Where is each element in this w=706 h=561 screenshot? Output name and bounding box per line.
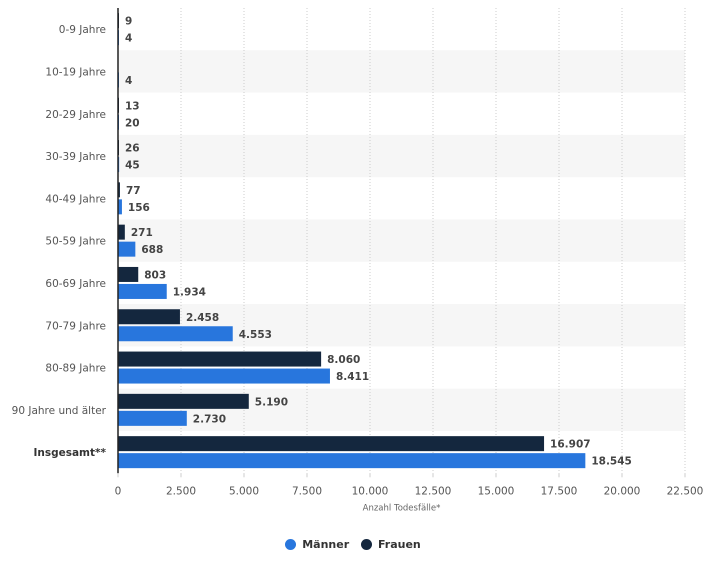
- legend-label-frauen: Frauen: [377, 538, 421, 551]
- value-label: 156: [128, 202, 150, 214]
- x-tick-label: 5.000: [229, 485, 259, 497]
- legend-marker-frauen: [360, 539, 372, 550]
- value-label: 688: [141, 244, 163, 256]
- x-tick-label: 22.500: [667, 485, 704, 497]
- bar-frauen: [118, 224, 125, 240]
- category-label: 80-89 Jahre: [45, 363, 106, 375]
- value-label: 4: [125, 33, 132, 45]
- bar-männer: [118, 326, 233, 342]
- legend-marker-maenner: [285, 539, 297, 550]
- value-label: 271: [131, 227, 153, 239]
- bars: [118, 13, 586, 469]
- value-label: 18.545: [591, 456, 632, 468]
- x-tick-label: 12.500: [415, 485, 452, 497]
- category-label: 0-9 Jahre: [59, 24, 106, 36]
- bar-frauen: [118, 436, 545, 452]
- row-band: [118, 134, 685, 178]
- bar-chart: 0-9 Jahre 10-19 Jahre 20-29 Jahre 30-39 Jah…: [12, 8, 704, 513]
- bar-frauen: [118, 393, 249, 409]
- value-label: 26: [125, 143, 140, 155]
- x-tick-label: 17.500: [541, 485, 578, 497]
- bar-frauen: [118, 266, 139, 282]
- value-labels: 9 4 4 13 20 26 45 77 156 271 688 803 1.934 2.458 4.553…: [125, 16, 632, 468]
- bar-männer: [118, 199, 122, 215]
- value-label: 8.411: [336, 371, 369, 383]
- x-tick-label: 15.000: [478, 485, 515, 497]
- value-label: 803: [144, 269, 166, 281]
- category-label: 30-39 Jahre: [45, 151, 106, 163]
- category-labels: 0-9 Jahre 10-19 Jahre 20-29 Jahre 30-39 Jah…: [12, 24, 107, 459]
- row-band: [118, 50, 685, 93]
- row-bands: [118, 50, 685, 431]
- x-tick-label: 2.500: [166, 485, 196, 497]
- legend-item-frauen[interactable]: Frauen: [360, 538, 421, 551]
- value-label: 77: [126, 185, 141, 197]
- legend-item-maenner[interactable]: Männer: [285, 538, 349, 551]
- legend: Männer Frauen: [0, 538, 706, 553]
- value-label: 4.553: [239, 329, 272, 341]
- value-label: 2.458: [186, 312, 219, 324]
- row-band: [118, 219, 685, 262]
- value-label: 9: [125, 16, 132, 28]
- value-label: 4: [125, 75, 132, 87]
- category-label: 70-79 Jahre: [45, 320, 106, 332]
- value-label: 13: [125, 100, 140, 112]
- bar-frauen: [118, 351, 322, 367]
- bar-männer: [118, 241, 136, 257]
- bar-männer: [118, 283, 167, 299]
- category-label: 40-49 Jahre: [45, 193, 106, 205]
- category-label: 60-69 Jahre: [45, 278, 106, 290]
- value-label: 1.934: [173, 286, 206, 298]
- x-tick-label: 0: [115, 485, 122, 497]
- legend-label-maenner: Männer: [302, 538, 350, 551]
- bar-frauen: [118, 309, 180, 325]
- x-axis-title: Anzahl Todesfälle*: [363, 503, 441, 513]
- category-label: 50-59 Jahre: [45, 236, 106, 248]
- value-label: 20: [125, 117, 140, 129]
- category-label: 90 Jahre und älter: [12, 405, 107, 417]
- value-label: 5.190: [255, 396, 288, 408]
- bar-männer: [118, 368, 330, 384]
- category-label: Insgesamt**: [33, 447, 106, 459]
- x-tick-label: 20.000: [604, 485, 641, 497]
- bar-frauen: [118, 182, 120, 198]
- value-label: 8.060: [327, 354, 360, 366]
- category-label: 20-29 Jahre: [45, 109, 106, 121]
- value-label: 16.907: [550, 439, 591, 451]
- x-tick-label: 10.000: [352, 485, 389, 497]
- value-label: 45: [125, 160, 140, 172]
- category-label: 10-19 Jahre: [45, 66, 106, 78]
- x-tick-label: 7.500: [292, 485, 322, 497]
- value-label: 2.730: [193, 413, 226, 425]
- x-axis-ticks: 0 2.500 5.000 7.500 10.000 12.500 15.000 17.500…: [115, 473, 704, 497]
- bar-männer: [118, 453, 586, 469]
- bar-männer: [118, 410, 187, 426]
